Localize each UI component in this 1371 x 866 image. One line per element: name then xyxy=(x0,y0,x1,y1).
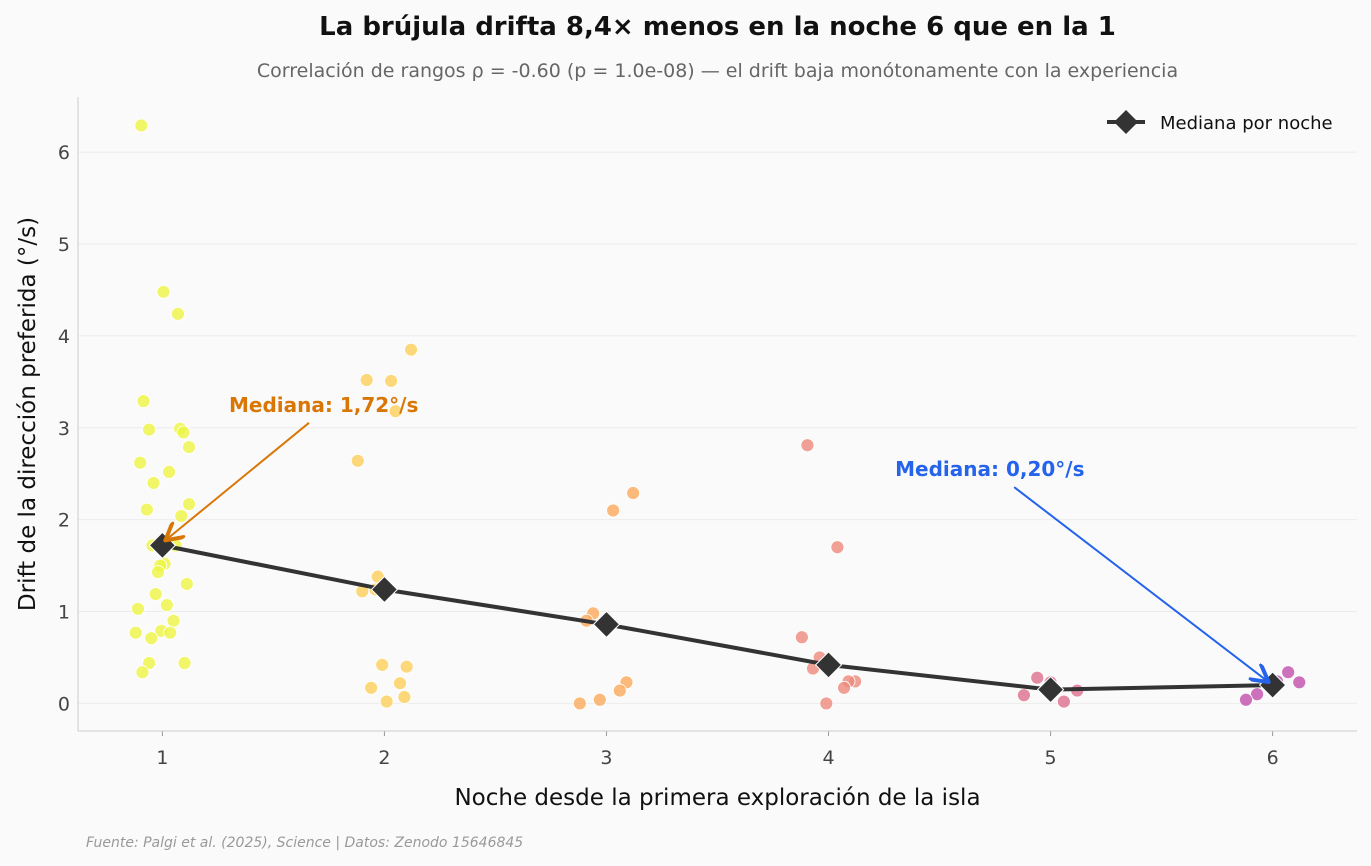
data-point-night-1 xyxy=(166,613,181,628)
median-marker xyxy=(592,610,621,639)
median-line xyxy=(161,543,1273,692)
data-point-night-2 xyxy=(379,694,394,709)
data-point-night-4 xyxy=(800,438,815,453)
y-axis-label: Drift de la dirección preferida (°/s) xyxy=(15,217,41,611)
y-tick-label: 6 xyxy=(58,142,70,164)
x-tick-label: 1 xyxy=(156,747,168,769)
data-point-night-1 xyxy=(176,425,191,440)
data-point-night-1 xyxy=(177,656,192,670)
data-point-night-1 xyxy=(139,502,154,517)
data-point-night-1 xyxy=(179,577,194,591)
data-point-night-2 xyxy=(375,657,390,672)
data-point-night-5 xyxy=(1056,694,1071,709)
data-point-night-3 xyxy=(572,696,587,711)
data-point-night-1 xyxy=(156,284,171,299)
x-tick-label: 4 xyxy=(822,747,834,769)
data-point-night-3 xyxy=(606,503,621,518)
data-point-night-3 xyxy=(612,683,627,698)
chart-subtitle: Correlación de rangos ρ = -0.60 (p = 1.0… xyxy=(256,60,1179,82)
median-marker xyxy=(814,651,843,679)
data-point-night-2 xyxy=(388,404,403,419)
annotation-arrow xyxy=(165,422,310,541)
data-point-night-2 xyxy=(404,342,418,357)
data-point-night-4 xyxy=(837,680,851,695)
data-point-night-1 xyxy=(159,598,174,613)
data-point-night-1 xyxy=(131,601,145,616)
data-point-night-6 xyxy=(1250,687,1264,702)
data-point-night-5 xyxy=(1030,670,1045,685)
x-tick-label: 2 xyxy=(378,747,390,769)
annotation-label: Mediana: 1,72°/s xyxy=(229,393,418,417)
data-point-night-1 xyxy=(171,306,185,321)
data-point-night-2 xyxy=(397,690,412,704)
y-tick-label: 4 xyxy=(58,326,70,348)
annotation-arrow xyxy=(1013,486,1268,682)
data-point-night-1 xyxy=(182,440,196,454)
source-note: Fuente: Palgi et al. (2025), Science | D… xyxy=(86,835,524,851)
data-point-night-1 xyxy=(136,394,151,409)
x-axis-label: Noche desde la primera exploración de la… xyxy=(454,785,980,811)
data-point-night-3 xyxy=(626,486,641,500)
y-tick-label: 3 xyxy=(58,418,70,440)
data-point-night-1 xyxy=(151,565,165,579)
data-point-night-1 xyxy=(142,422,156,437)
x-tick-label: 3 xyxy=(600,747,612,769)
data-point-night-2 xyxy=(384,374,398,388)
y-tick-label: 1 xyxy=(58,602,70,624)
data-point-night-4 xyxy=(819,696,834,711)
data-point-night-3 xyxy=(592,692,607,707)
data-point-night-1 xyxy=(146,476,161,490)
data-point-night-1 xyxy=(144,631,159,646)
data-point-night-1 xyxy=(135,665,150,680)
data-point-night-2 xyxy=(399,659,414,674)
data-point-night-2 xyxy=(359,373,374,387)
data-point-night-2 xyxy=(364,680,379,695)
data-point-night-6 xyxy=(1281,665,1296,680)
data-point-night-1 xyxy=(162,464,176,479)
data-point-night-5 xyxy=(1017,688,1031,703)
data-point-night-1 xyxy=(148,587,163,601)
median-marker xyxy=(370,575,399,604)
data-point-night-1 xyxy=(163,625,178,640)
data-point-night-1 xyxy=(133,455,148,470)
y-tick-label: 5 xyxy=(58,234,70,256)
median-marker xyxy=(1036,675,1065,704)
data-point-night-1 xyxy=(134,118,149,133)
x-tick-label: 5 xyxy=(1045,747,1057,769)
data-point-night-2 xyxy=(350,453,365,468)
annotation-label: Mediana: 0,20°/s xyxy=(895,457,1084,481)
data-point-night-2 xyxy=(393,676,407,691)
data-point-night-1 xyxy=(182,497,196,511)
y-tick-label: 0 xyxy=(58,693,70,715)
legend-marker xyxy=(1114,110,1138,134)
data-point-night-6 xyxy=(1239,692,1253,707)
data-point-night-1 xyxy=(128,625,143,640)
y-tick-label: 2 xyxy=(58,510,70,532)
data-point-night-4 xyxy=(794,630,809,645)
data-point-night-6 xyxy=(1292,675,1307,690)
legend-label: Mediana por noche xyxy=(1160,113,1333,134)
data-point-night-1 xyxy=(174,509,189,523)
data-point-night-4 xyxy=(830,540,845,555)
chart-title: La brújula drifta 8,4× menos en la noche… xyxy=(319,12,1116,42)
x-tick-label: 6 xyxy=(1267,747,1279,769)
